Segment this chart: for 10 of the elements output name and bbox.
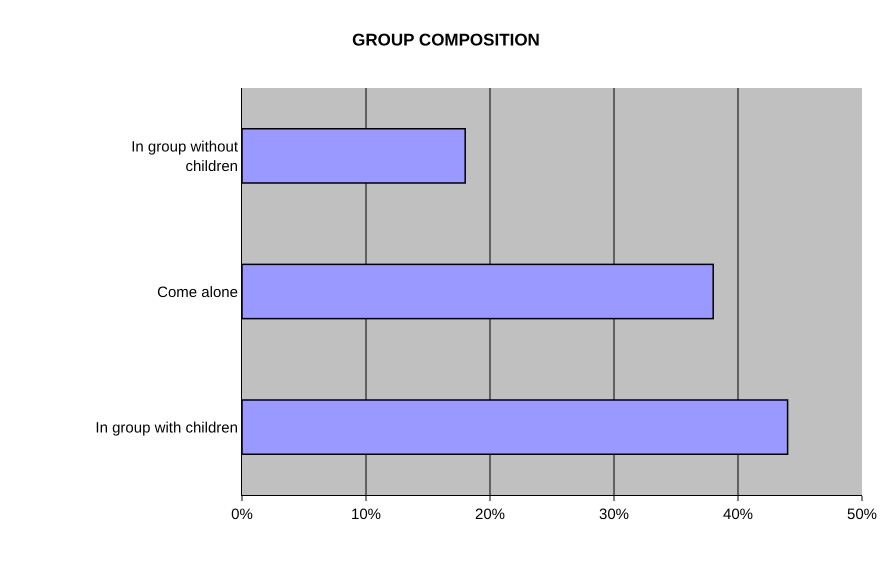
x-tick-label: 0% — [231, 506, 253, 523]
x-tick-label: 40% — [722, 506, 754, 523]
chart-title: GROUP COMPOSITION — [352, 30, 540, 50]
x-tick-label: 30% — [598, 506, 630, 523]
y-tick-label: In group with children — [95, 419, 238, 436]
y-tick-label: Come alone — [157, 284, 238, 301]
x-tick-label: 10% — [350, 506, 382, 523]
y-tick-label: In group without children — [131, 138, 239, 175]
x-tick-label: 50% — [846, 506, 878, 523]
x-tick-label: 20% — [474, 506, 506, 523]
